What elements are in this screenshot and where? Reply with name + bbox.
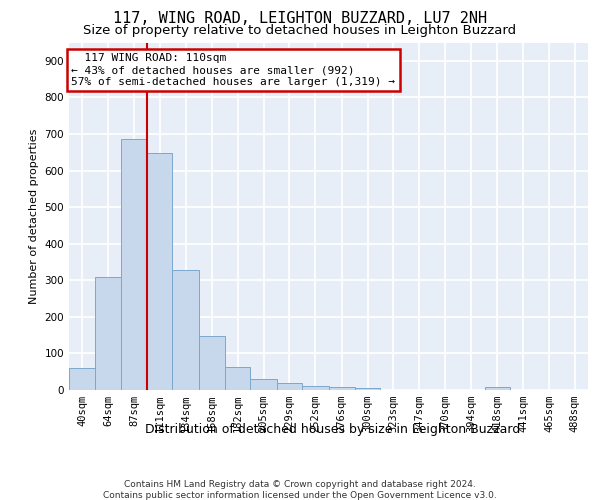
Bar [485,387,510,390]
Text: Size of property relative to detached houses in Leighton Buzzard: Size of property relative to detached ho… [83,24,517,37]
Y-axis label: Number of detached properties: Number of detached properties [29,128,39,304]
Bar [250,379,277,390]
Bar [147,153,172,390]
Bar [95,276,121,390]
Text: Contains HM Land Registry data © Crown copyright and database right 2024.
Contai: Contains HM Land Registry data © Crown c… [103,480,497,500]
Text: 117, WING ROAD, LEIGHTON BUZZARD, LU7 2NH: 117, WING ROAD, LEIGHTON BUZZARD, LU7 2N… [113,11,487,26]
Bar [355,388,380,390]
Bar [69,368,95,390]
Bar [121,140,147,390]
Bar [172,270,199,390]
Text: Distribution of detached houses by size in Leighton Buzzard: Distribution of detached houses by size … [145,422,521,436]
Bar [329,387,355,390]
Bar [199,336,225,390]
Text: 117 WING ROAD: 110sqm
← 43% of detached houses are smaller (992)
57% of semi-det: 117 WING ROAD: 110sqm ← 43% of detached … [71,54,395,86]
Bar [225,367,250,390]
Bar [302,386,329,390]
Bar [277,384,302,390]
